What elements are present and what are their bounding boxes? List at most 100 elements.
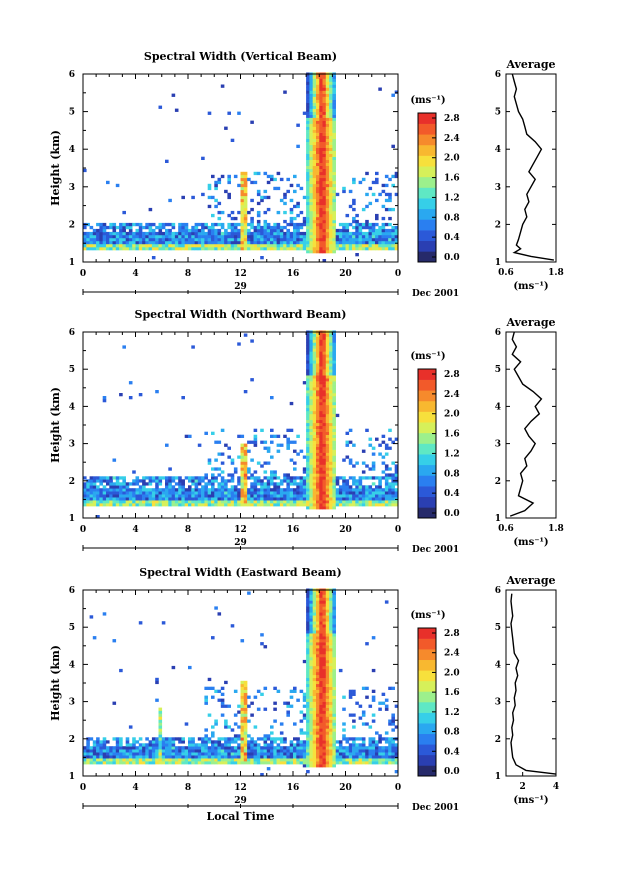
average-y-tick-label: 4 (495, 402, 501, 412)
colorbar-swatch (418, 443, 436, 455)
colorbar-tick-label: 0.0 (444, 509, 460, 519)
colorbar-tick-label: 1.6 (444, 174, 460, 184)
colorbar-swatch (418, 659, 436, 671)
y-tick-label: 6 (69, 70, 75, 80)
y-tick-label: 5 (69, 365, 75, 375)
average-profile: Average 1 2 3 4 5 6 0.6 1.8(ms⁻¹) (495, 58, 564, 292)
panel-title: Spectral Width (Northward Beam) (135, 308, 347, 321)
average-y-tick-label: 4 (495, 660, 501, 670)
colorbar-swatch (418, 400, 436, 412)
colorbar-tick-label: 1.2 (444, 449, 460, 459)
x-tick-label: 12 (234, 525, 247, 535)
colorbar-swatch (418, 411, 436, 423)
average-y-tick-label: 1 (495, 514, 501, 524)
average-x-tick-label: 4 (553, 782, 559, 792)
average-profile-line (509, 331, 543, 517)
average-y-tick-label: 2 (495, 735, 501, 745)
x-tick-label: 4 (132, 525, 138, 535)
y-tick-label: 2 (69, 735, 75, 745)
heatmap-cells (83, 72, 399, 263)
average-y-tick-label: 1 (495, 258, 501, 268)
average-title: Average (505, 316, 555, 329)
average-y-tick-label: 6 (495, 70, 501, 80)
colorbar-tick-label: 1.6 (444, 430, 460, 440)
average-y-tick-label: 6 (495, 328, 501, 338)
colorbar-swatch (418, 638, 436, 650)
x-tick-label: 12 (234, 783, 247, 793)
colorbar-unit: (ms⁻¹) (410, 610, 445, 621)
x-tick-label: 0 (80, 525, 86, 535)
average-profile: Average 1 2 3 4 5 6 2 4 (ms⁻¹) (495, 574, 559, 806)
colorbar-tick-label: 0.0 (444, 253, 460, 263)
average-unit: (ms⁻¹) (513, 795, 548, 806)
x-tick-label: 0 (395, 525, 401, 535)
colorbar-swatch (418, 733, 436, 745)
average-profile: Average 1 2 3 4 5 6 0.6 1.8(ms⁻¹) (495, 316, 564, 548)
y-tick-label: 4 (69, 660, 75, 670)
colorbar-swatch (418, 702, 436, 713)
colorbar-tick-label: 0.8 (444, 728, 460, 738)
colorbar-swatch (418, 486, 436, 498)
panel-2: Spectral Width (Northward Beam)0 4 8 12 16 20… (49, 308, 564, 555)
y-tick-label: 2 (69, 477, 75, 487)
colorbar-swatch (418, 628, 436, 639)
y-tick-label: 4 (69, 402, 75, 412)
colorbar-tick-label: 2.8 (444, 114, 460, 124)
x-tick-label: 8 (185, 783, 191, 793)
colorbar-swatch (418, 390, 436, 402)
panel-1: Spectral Width (Vertical Beam)0 4 8 12 16 20 0… (49, 50, 564, 299)
colorbar-swatch (418, 379, 436, 391)
average-unit: (ms⁻¹) (513, 537, 548, 548)
colorbar-swatch (418, 680, 436, 692)
average-y-tick-label: 6 (495, 586, 501, 596)
colorbar-tick-label: 2.0 (444, 154, 460, 164)
y-tick-label: 6 (69, 586, 75, 596)
average-x-tick-label: 2 (520, 782, 526, 792)
colorbar-swatch (418, 422, 436, 434)
average-profile-line (511, 73, 555, 261)
colorbar-swatch (418, 744, 436, 756)
date-label: Dec 2001 (412, 803, 459, 813)
panel-title: Spectral Width (Eastward Beam) (139, 566, 341, 579)
colorbar-frame (417, 368, 437, 519)
x-tick-label: 4 (132, 269, 138, 279)
x-tick-label: 20 (339, 783, 352, 793)
panel-title: Spectral Width (Vertical Beam) (144, 50, 337, 63)
colorbar-swatch (418, 123, 436, 135)
colorbar-swatch (418, 464, 436, 476)
average-x-tick-label: 0.6 (498, 268, 514, 278)
colorbar-tick-label: 2.0 (444, 410, 460, 420)
x-tick-label: 12 (234, 269, 247, 279)
x-tick-label: 0 (80, 269, 86, 279)
y-tick-label: 3 (69, 183, 75, 193)
colorbar-swatch (418, 723, 436, 735)
average-frame (505, 589, 557, 777)
y-tick-label: 3 (69, 698, 75, 708)
colorbar-tick-label: 2.8 (444, 370, 460, 380)
colorbar-swatch (418, 475, 436, 487)
average-title: Average (505, 574, 555, 587)
y-axis-label: Height (km) (49, 387, 62, 463)
average-y-tick-label: 3 (495, 698, 501, 708)
colorbar-swatch (418, 208, 436, 220)
colorbar-swatch (418, 432, 436, 444)
colorbar-tick-label: 0.0 (444, 767, 460, 777)
colorbar: 0.0 0.4 0.8 1.2 1.6 2.0 2.4 2.8 (ms⁻¹) (410, 610, 459, 777)
x-tick-label: 0 (395, 783, 401, 793)
colorbar-swatch (418, 454, 436, 466)
y-tick-label: 2 (69, 220, 75, 230)
heatmap-cells (83, 330, 399, 519)
colorbar-unit: (ms⁻¹) (410, 95, 445, 106)
average-y-tick-label: 5 (495, 365, 501, 375)
average-y-tick-label: 3 (495, 440, 501, 450)
average-y-tick-label: 2 (495, 477, 501, 487)
day-label: 29 (234, 538, 247, 548)
x-tick-label: 16 (287, 525, 300, 535)
colorbar-swatch (418, 155, 436, 167)
colorbar-swatch (418, 166, 436, 178)
average-y-tick-label: 4 (495, 145, 501, 155)
colorbar-frame (417, 112, 437, 263)
y-tick-label: 4 (69, 145, 75, 155)
average-y-tick-label: 3 (495, 183, 501, 193)
colorbar-swatch (418, 230, 436, 242)
